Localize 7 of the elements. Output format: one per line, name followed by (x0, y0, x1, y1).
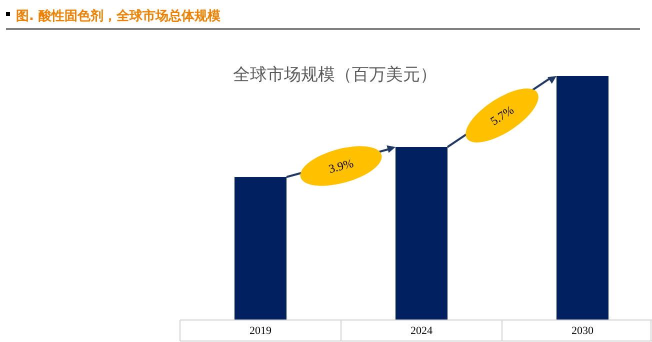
annotation: 5.7% (488, 102, 516, 128)
chart-title: 全球市场规模（百万美元） (233, 65, 437, 85)
x-tick-label: 2030 (572, 325, 594, 337)
x-tick-label: 2019 (250, 325, 272, 337)
chart-subtitle: 图. 酸性固色剂，全球市场总体规模 (16, 8, 220, 24)
x-tick-label: 2024 (410, 325, 433, 337)
annotation: 3.9% (327, 156, 355, 176)
